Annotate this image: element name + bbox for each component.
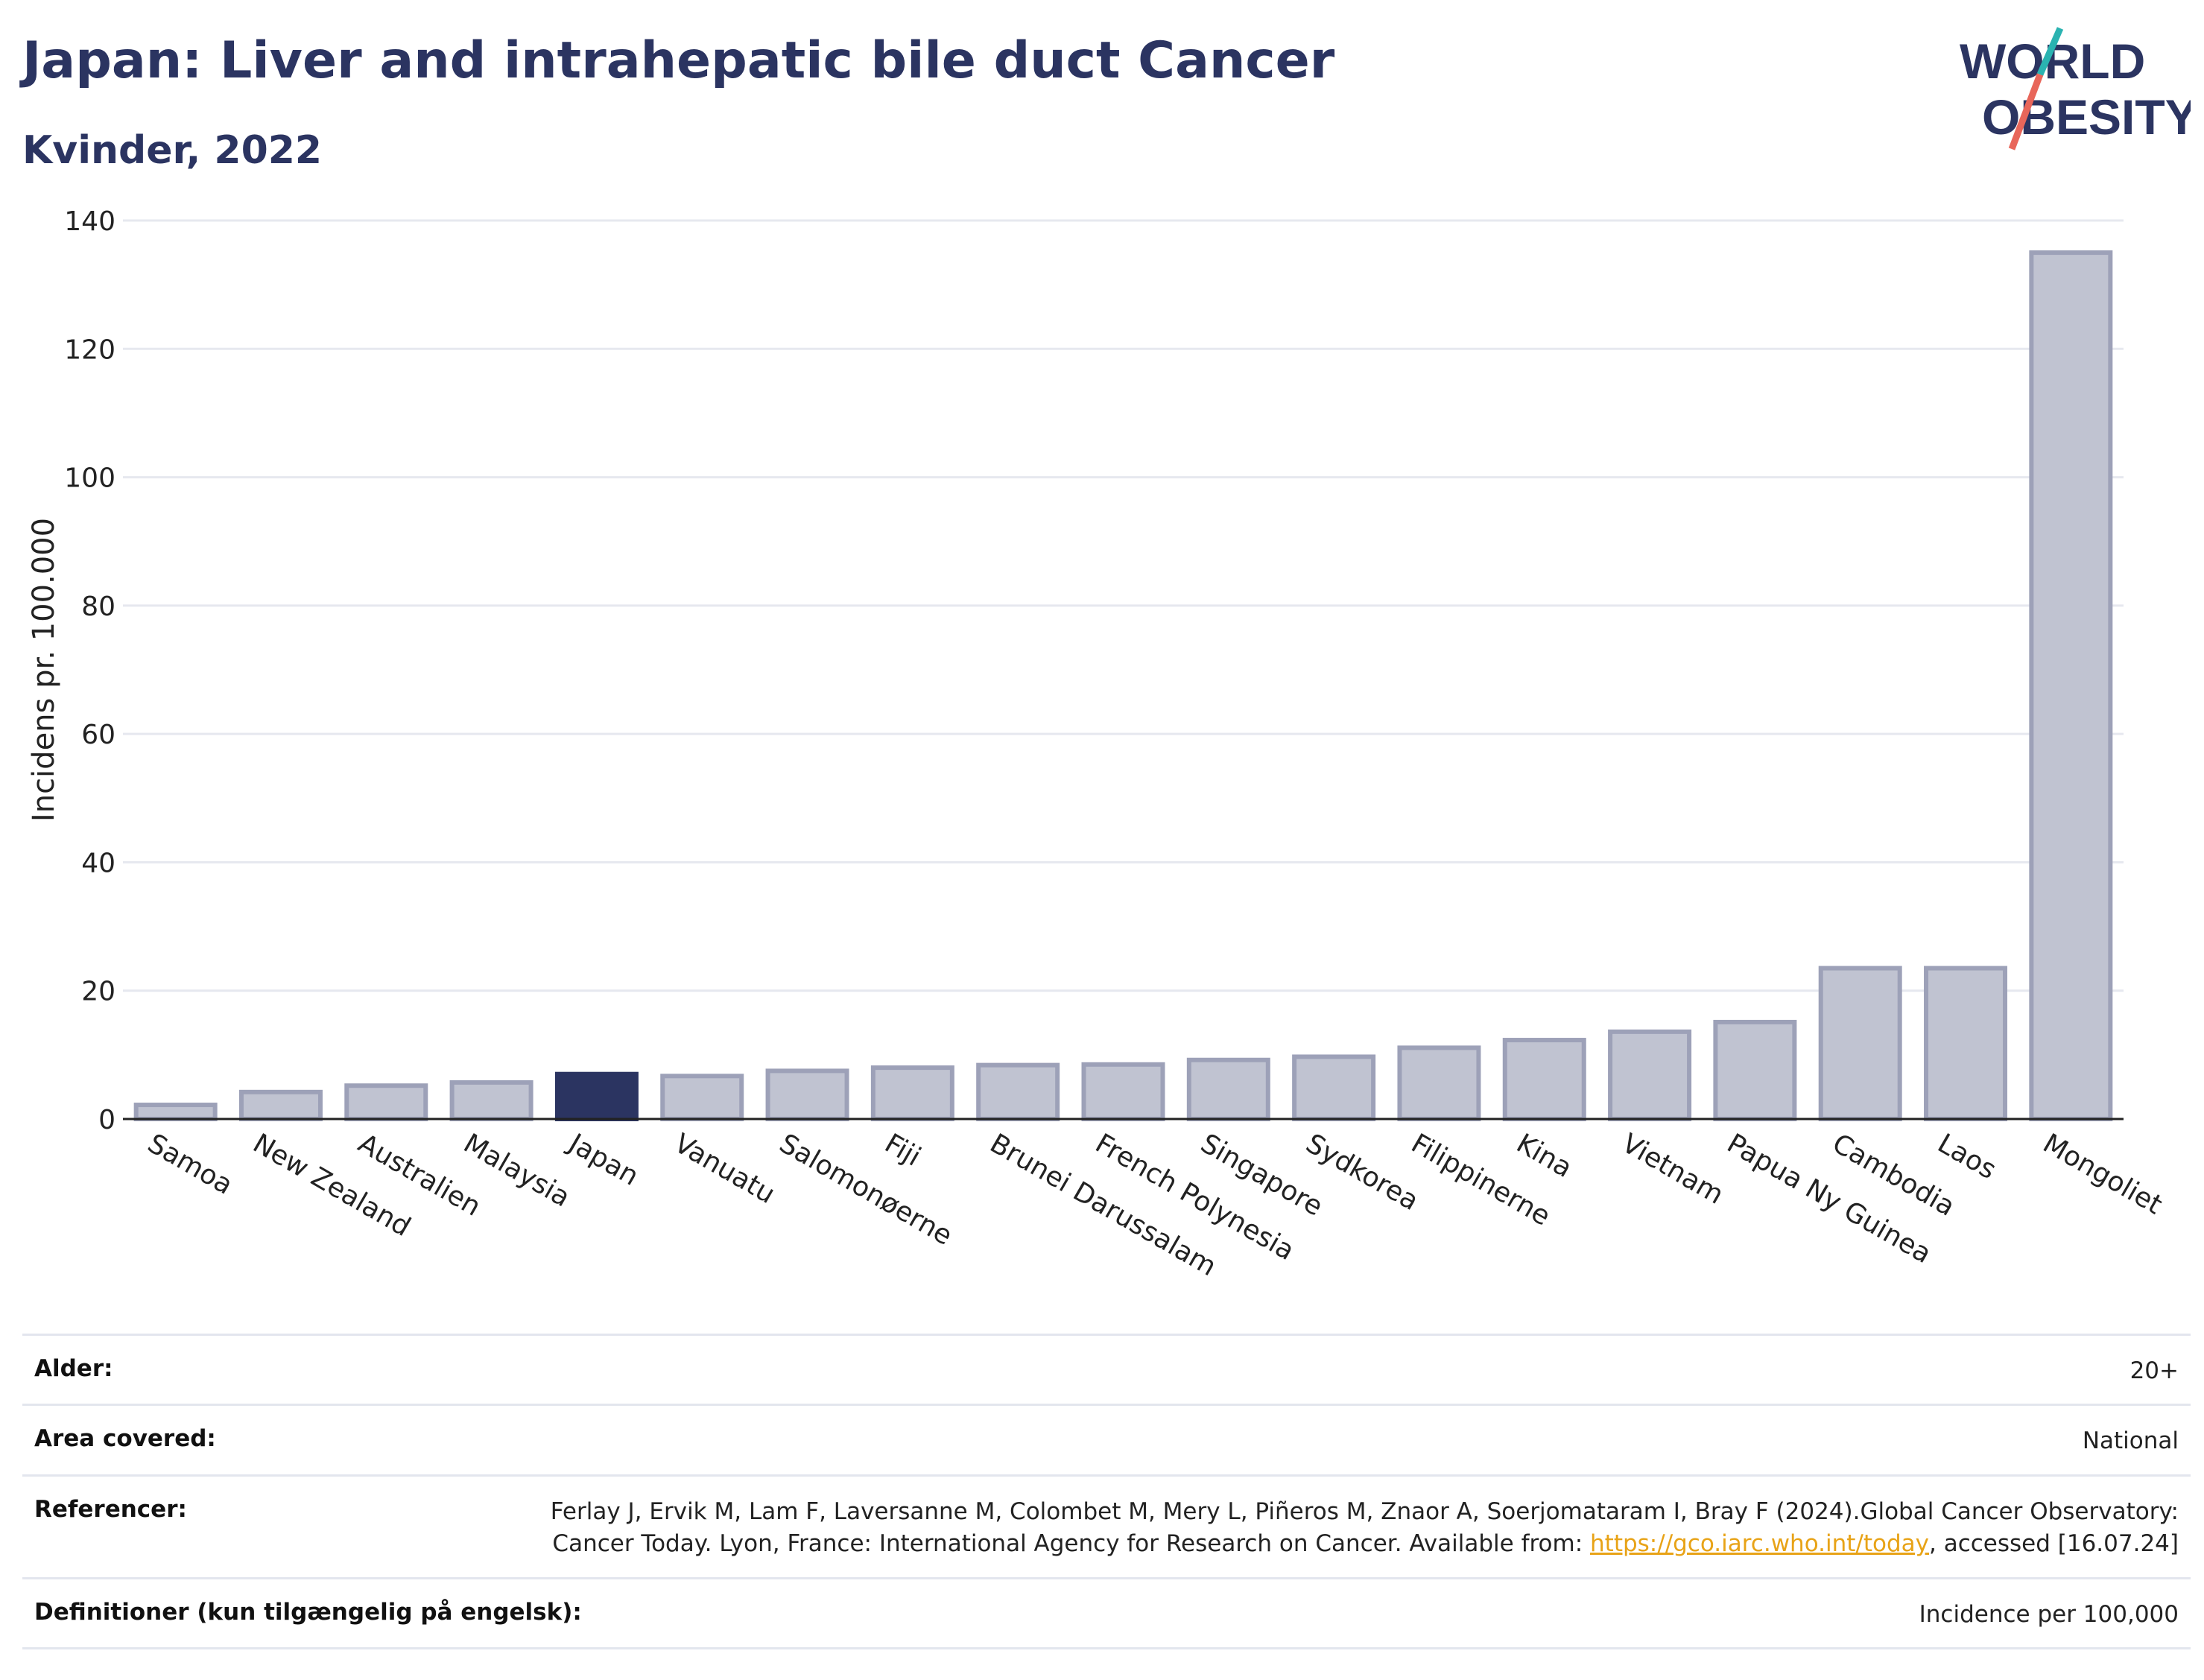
bar-papua-ny-guinea [1713,1019,1797,1122]
meta-row-definitions: Definitioner (kun tilgængelig på engelsk… [22,1576,2191,1649]
bar-filippinerne [1397,1045,1481,1122]
bar-singapore [1186,1057,1270,1121]
meta-value: 20+ [2129,1357,2179,1384]
bar-australien [344,1083,428,1121]
bar-laos [1924,966,2008,1122]
y-tick-label: 40 [81,848,115,878]
x-tick-label: Japan [563,1127,644,1192]
bar-chart: 0 20 40 60 80 100 120 140 Samoa New ZealandAustr… [27,206,2167,1282]
x-tick-label: Vanuatu [669,1128,780,1210]
bar-fiji [870,1065,954,1121]
chart-subtitle: Kvinder, 2022 [22,128,323,173]
bar-sydkorea [1292,1054,1376,1121]
logo-slash-teal [2036,27,2064,76]
bar-japan [554,1071,639,1121]
bar-malaysia [449,1080,533,1121]
x-tick-label: Mongoliet [2038,1128,2167,1220]
meta-label: Alder: [34,1355,113,1382]
meta-label: Area covered: [34,1425,216,1453]
y-tick-label: 20 [81,977,115,1007]
x-tick-label: Vietnam [1617,1128,1729,1211]
y-tick-label: 0 [98,1105,115,1135]
bar-french-polynesia [1081,1062,1165,1121]
x-tick-label: Salomonøerne [774,1128,957,1252]
y-tick-labels: 0 20 40 60 80 100 120 140 [64,206,115,1135]
y-tick-label: 140 [64,206,115,237]
meta-row-references: Referencer: Ferlay J, Ervik M, Lam F, La… [22,1474,2191,1577]
y-tick-label: 120 [64,335,115,365]
meta-value: Ferlay J, Ervik M, Lam F, Laversanne M, … [539,1496,2179,1561]
bar-mongoliet [2029,250,2113,1122]
meta-row-area: Area covered: National [22,1404,2191,1474]
bar-vanuatu [660,1074,744,1122]
bar-cambodia [1818,966,1902,1122]
meta-row-age: Alder: 20+ [22,1334,2191,1404]
bar-brunei-darussalam [976,1062,1060,1122]
bar-samoa [133,1103,218,1122]
y-tick-label: 100 [64,463,115,494]
grid-lines [123,219,2124,992]
y-axis-label: Incidens pr. 100.000 [27,518,61,822]
meta-value: National [2082,1427,2179,1455]
bar-kina [1502,1038,1586,1122]
x-tick-label: Laos [1933,1128,2001,1185]
world-obesity-logo: WORLD OBESITY [1960,27,2191,150]
bar-new-zealand [238,1089,323,1121]
meta-label: Definitioner (kun tilgængelig på engelsk… [34,1598,582,1626]
meta-label: Referencer: [34,1495,187,1523]
logo-slash-red [2008,73,2044,150]
x-tick-label: Kina [1511,1128,1577,1184]
bars [133,250,2113,1122]
x-tick-label: Fiji [879,1128,925,1173]
bar-vietnam [1608,1029,1692,1121]
meta-value: Incidence per 100,000 [1919,1600,2179,1628]
reference-text: Ferlay J, Ervik M, Lam F, Laversanne M, … [550,1497,2179,1558]
y-tick-label: 80 [81,592,115,622]
x-tick-label: Samoa [142,1128,238,1201]
bar-salomonøerne [765,1068,849,1121]
chart-title: Japan: Liver and intrahepatic bile duct … [22,31,1335,90]
reference-suffix: , accessed [16.07.24] [1928,1530,2179,1558]
y-tick-label: 60 [81,720,115,750]
metadata-table: Alder: 20+ Area covered: National Refere… [22,1334,2191,1649]
reference-link[interactable]: https://gco.iarc.who.int/today [1590,1530,1929,1558]
